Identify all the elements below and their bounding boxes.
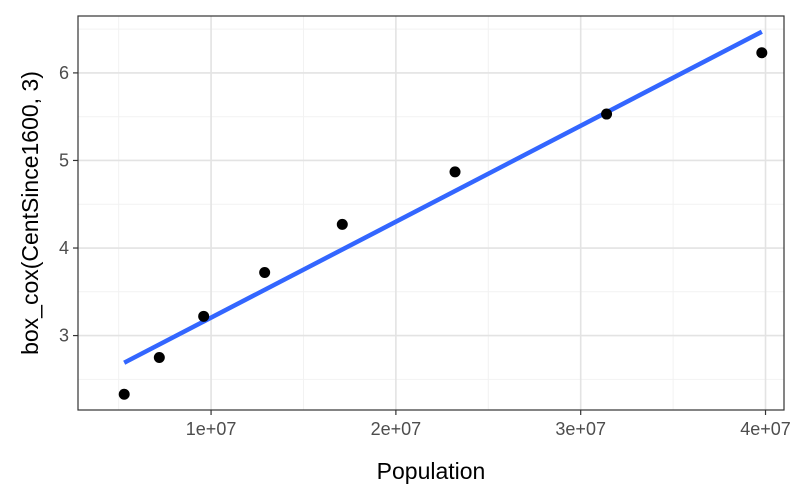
data-point xyxy=(153,351,165,363)
y-tick-label: 6 xyxy=(59,63,69,83)
y-tick-label: 5 xyxy=(59,150,69,170)
data-point xyxy=(336,218,348,230)
fit-line xyxy=(123,29,763,365)
x-tick-label: 1e+07 xyxy=(186,419,237,439)
data-point xyxy=(198,310,210,322)
minor-grid xyxy=(78,16,784,410)
major-grid xyxy=(78,16,784,410)
y-tick-label: 4 xyxy=(59,238,69,258)
y-tick-label: 3 xyxy=(59,326,69,346)
data-point xyxy=(756,47,768,59)
data-point xyxy=(449,166,461,178)
x-tick-label: 4e+07 xyxy=(740,419,791,439)
data-point xyxy=(259,267,271,279)
x-axis: 1e+07 2e+07 3e+07 4e+07 xyxy=(186,410,791,439)
y-axis-title: box_cox(CentSince1600, 3) xyxy=(17,71,43,355)
x-tick-label: 2e+07 xyxy=(371,419,422,439)
plot-border xyxy=(77,15,785,411)
x-axis-title: Population xyxy=(377,458,486,484)
x-tick-label: 3e+07 xyxy=(555,419,606,439)
points-layer xyxy=(118,47,768,400)
data-point xyxy=(118,388,130,400)
data-point xyxy=(601,108,613,120)
y-axis: 3 4 5 6 xyxy=(59,63,78,346)
fit-line-layer xyxy=(123,29,763,365)
